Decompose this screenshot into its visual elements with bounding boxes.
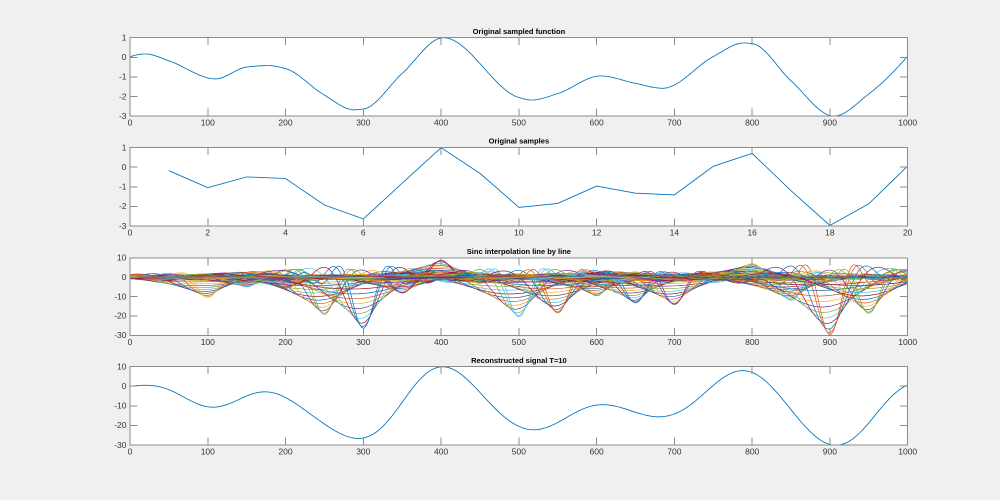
svg-text:100: 100 [201, 337, 215, 347]
svg-text:700: 700 [667, 337, 681, 347]
svg-text:-10: -10 [114, 291, 127, 301]
svg-text:500: 500 [512, 118, 526, 128]
svg-text:-30: -30 [114, 330, 127, 340]
svg-text:-3: -3 [119, 221, 127, 231]
svg-text:0: 0 [128, 118, 133, 128]
svg-text:20: 20 [903, 228, 913, 238]
svg-text:14: 14 [670, 228, 680, 238]
svg-text:100: 100 [201, 447, 215, 457]
svg-text:600: 600 [590, 337, 604, 347]
svg-text:-1: -1 [119, 182, 127, 192]
svg-text:600: 600 [590, 118, 604, 128]
svg-text:0: 0 [128, 447, 133, 457]
svg-text:200: 200 [278, 447, 292, 457]
svg-text:1: 1 [122, 33, 127, 43]
svg-text:600: 600 [590, 447, 604, 457]
svg-text:Reconstructed signal T=10: Reconstructed signal T=10 [471, 356, 567, 365]
svg-text:200: 200 [278, 337, 292, 347]
svg-text:0: 0 [122, 381, 127, 391]
svg-text:8: 8 [439, 228, 444, 238]
svg-text:0: 0 [122, 52, 127, 62]
svg-text:300: 300 [356, 337, 370, 347]
svg-text:300: 300 [356, 447, 370, 457]
svg-text:-10: -10 [114, 401, 127, 411]
svg-text:900: 900 [823, 118, 837, 128]
svg-text:800: 800 [745, 337, 759, 347]
svg-text:18: 18 [825, 228, 835, 238]
svg-text:100: 100 [201, 118, 215, 128]
svg-text:Original samples: Original samples [489, 137, 549, 146]
svg-text:2: 2 [205, 228, 210, 238]
svg-text:400: 400 [434, 337, 448, 347]
svg-text:0: 0 [122, 162, 127, 172]
svg-text:700: 700 [667, 447, 681, 457]
svg-text:0: 0 [128, 337, 133, 347]
svg-text:200: 200 [278, 118, 292, 128]
svg-text:1: 1 [122, 142, 127, 152]
svg-text:10: 10 [117, 361, 127, 371]
svg-text:-20: -20 [114, 420, 127, 430]
svg-text:-2: -2 [119, 91, 127, 101]
svg-text:1000: 1000 [898, 447, 917, 457]
svg-text:700: 700 [667, 118, 681, 128]
svg-text:0: 0 [122, 272, 127, 282]
svg-text:-30: -30 [114, 440, 127, 450]
svg-text:500: 500 [512, 447, 526, 457]
svg-text:1000: 1000 [898, 118, 917, 128]
svg-text:12: 12 [592, 228, 602, 238]
svg-text:-20: -20 [114, 311, 127, 321]
svg-text:16: 16 [747, 228, 757, 238]
svg-text:900: 900 [823, 447, 837, 457]
svg-text:Sinc interpolation line by lin: Sinc interpolation line by line [467, 247, 571, 256]
svg-text:4: 4 [283, 228, 288, 238]
svg-text:0: 0 [128, 228, 133, 238]
svg-text:10: 10 [514, 228, 524, 238]
svg-text:1000: 1000 [898, 337, 917, 347]
svg-text:-1: -1 [119, 72, 127, 82]
svg-text:-2: -2 [119, 201, 127, 211]
svg-text:500: 500 [512, 337, 526, 347]
svg-text:300: 300 [356, 118, 370, 128]
svg-text:900: 900 [823, 337, 837, 347]
svg-text:10: 10 [117, 253, 127, 263]
svg-text:-3: -3 [119, 111, 127, 121]
svg-text:400: 400 [434, 447, 448, 457]
svg-text:400: 400 [434, 118, 448, 128]
svg-text:800: 800 [745, 447, 759, 457]
svg-text:Original sampled function: Original sampled function [473, 27, 566, 36]
svg-text:6: 6 [361, 228, 366, 238]
svg-text:800: 800 [745, 118, 759, 128]
